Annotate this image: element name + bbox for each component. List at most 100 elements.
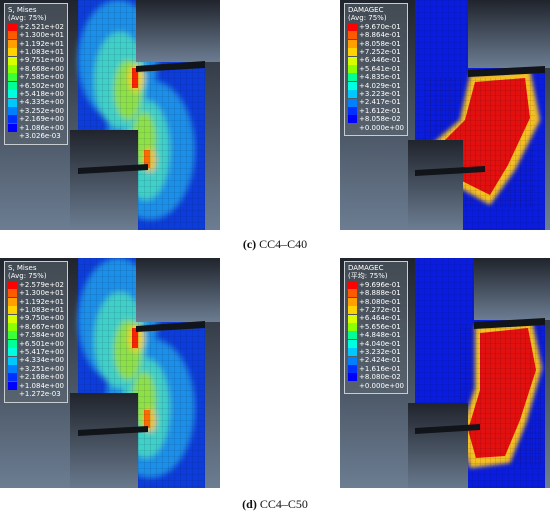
legend-entry: +4.848e-01	[348, 331, 404, 340]
legend-value: +4.835e-01	[359, 73, 401, 82]
legend-swatch	[8, 348, 17, 357]
legend-swatch	[348, 107, 357, 116]
legend-title: DAMAGEC	[348, 264, 384, 272]
legend-value: +9.696e-01	[359, 280, 401, 289]
legend-value: +0.000e+00	[359, 123, 404, 132]
legend-value: +9.670e-01	[359, 22, 401, 31]
damage-legend-c: DAMAGEC (Avg: 75%) +9.670e-01 +8.864e-01 +…	[344, 3, 408, 137]
legend-value: +1.192e+01	[19, 39, 64, 48]
legend-value: +4.040e-01	[359, 339, 401, 348]
legend-entry: +2.417e-01	[348, 98, 404, 107]
legend-value: +6.502e+00	[19, 81, 64, 90]
legend-entry: +7.584e+00	[8, 331, 64, 340]
legend-value: +8.888e-01	[359, 289, 401, 298]
legend-swatch	[348, 124, 357, 132]
legend-entry: +5.641e-01	[348, 64, 404, 74]
legend-value: +1.086e+00	[19, 123, 64, 132]
stress-contour-d: S, Mises (Avg: 75%) +2.579e+02 +1.300e+01…	[0, 258, 220, 488]
legend-swatch	[8, 123, 17, 132]
legend-swatch	[8, 314, 17, 323]
legend-value: +5.418e+00	[19, 90, 64, 99]
legend-value: +5.641e-01	[359, 64, 401, 73]
legend-value: +8.080e-02	[359, 373, 401, 382]
legend-swatch	[348, 314, 357, 323]
legend-entry: +1.084e+00	[8, 382, 64, 390]
legend-swatch	[348, 48, 357, 57]
legend-entry: +5.417e+00	[8, 348, 64, 357]
legend-swatch	[348, 115, 357, 124]
legend-subtitle: (Avg: 75%)	[8, 14, 47, 23]
legend-swatch	[348, 81, 357, 90]
legend-swatch	[8, 39, 17, 48]
legend-title: S, Mises	[8, 6, 37, 14]
legend-entry: +6.501e+00	[8, 340, 64, 348]
legend-entry: +2.579e+02	[8, 280, 64, 290]
legend-swatch	[8, 356, 17, 365]
legend-value: +5.656e-01	[359, 322, 401, 331]
legend-swatch	[8, 73, 17, 82]
legend-entry: +0.000e+00	[348, 382, 404, 390]
legend-swatch	[348, 23, 357, 32]
legend-swatch	[348, 281, 357, 290]
legend-entry: +2.424e-01	[348, 356, 404, 365]
legend-swatch	[348, 98, 357, 107]
legend-value: +1.083e+01	[19, 306, 64, 315]
legend-value: +1.192e+01	[19, 297, 64, 306]
legend-entry: +8.888e-01	[348, 289, 404, 298]
legend-swatch	[348, 382, 357, 390]
legend-swatch	[8, 323, 17, 332]
legend-swatch	[8, 381, 17, 390]
legend-entry: +4.040e-01	[348, 340, 404, 348]
legend-swatch	[348, 65, 357, 74]
legend-swatch	[8, 373, 17, 382]
legend-entry: +2.521e+02	[8, 22, 64, 32]
legend-swatch	[348, 339, 357, 348]
damage-contour-plot-d	[340, 258, 550, 488]
legend-swatch	[348, 306, 357, 315]
legend-entry: +1.192e+01	[8, 40, 64, 48]
damage-specimen-d	[408, 258, 550, 488]
legend-value: +6.446e-01	[359, 56, 401, 65]
caption-text: CC4–C40	[256, 237, 308, 251]
legend-swatch	[8, 23, 17, 32]
legend-value: +2.579e+02	[19, 280, 64, 289]
stress-legend-d: S, Mises (Avg: 75%) +2.579e+02 +1.300e+01…	[4, 261, 68, 403]
legend-title: S, Mises	[8, 264, 37, 272]
legend-value: +1.300e+01	[19, 289, 64, 298]
legend-swatch	[348, 73, 357, 82]
legend-swatch	[8, 56, 17, 65]
legend-swatch	[348, 39, 357, 48]
legend-value: +9.750e+00	[19, 314, 64, 323]
legend-entry: +9.750e+00	[8, 314, 64, 323]
legend-value: +8.668e+00	[19, 64, 64, 73]
legend-entry: +7.585e+00	[8, 73, 64, 82]
legend-value: +2.424e-01	[359, 356, 401, 365]
legend-entry: +0.000e+00	[348, 124, 404, 132]
legend-swatch	[8, 306, 17, 315]
legend-swatch	[348, 90, 357, 99]
legend-entry: +1.083e+01	[8, 48, 64, 57]
legend-entry: +8.080e-01	[348, 298, 404, 306]
stress-contour-plot-c	[0, 0, 220, 230]
legend-value: +8.080e-01	[359, 297, 401, 306]
legend-swatch	[8, 48, 17, 57]
stress-specimen-d	[70, 258, 220, 488]
legend-entry: +8.080e-02	[348, 373, 404, 382]
legend-value: +2.417e-01	[359, 98, 401, 107]
legend-swatch	[348, 365, 357, 374]
legend-value: +2.521e+02	[19, 22, 64, 31]
legend-entry: +9.696e-01	[348, 280, 404, 290]
legend-swatch	[8, 31, 17, 40]
legend-value: +2.168e+00	[19, 373, 64, 382]
legend-value: +7.585e+00	[19, 73, 64, 82]
legend-swatch	[8, 281, 17, 290]
caption-label: (c)	[242, 237, 257, 251]
legend-value: +7.272e-01	[359, 306, 401, 315]
legend-swatch	[348, 356, 357, 365]
legend-entry: +3.251e+00	[8, 365, 64, 374]
legend-swatch	[8, 115, 17, 124]
legend-entry: +7.252e-01	[348, 48, 404, 57]
legend-entry: +1.300e+01	[8, 289, 64, 298]
legend-subtitle: (平均: 75%)	[348, 272, 388, 281]
legend-entry: +8.058e-02	[348, 115, 404, 124]
